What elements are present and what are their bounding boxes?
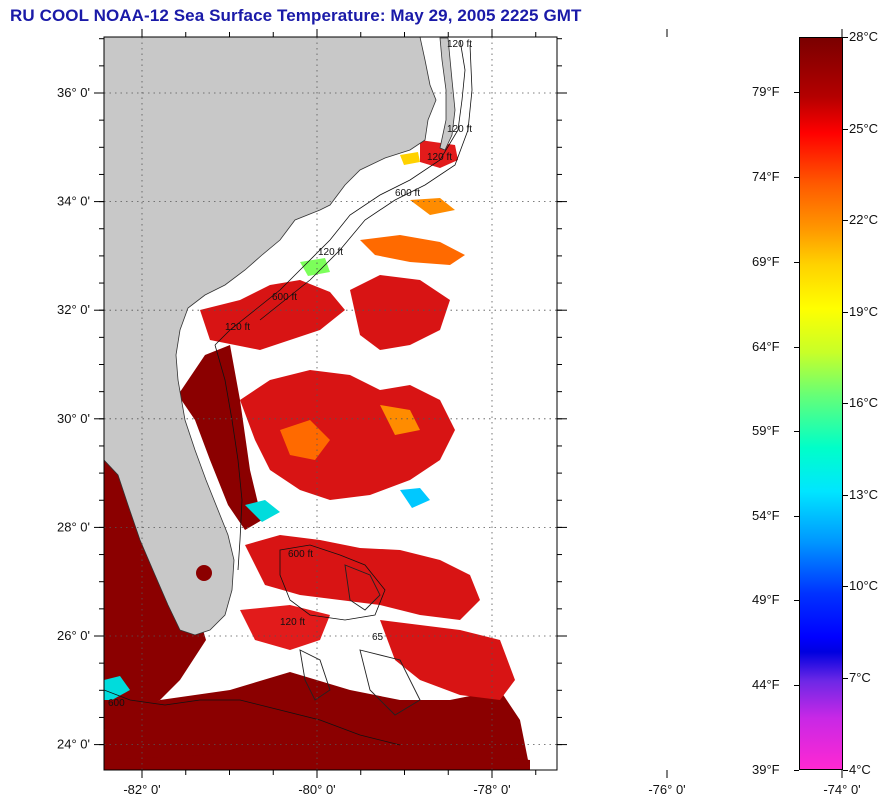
colorbar-celsius-label: 13°C: [849, 487, 879, 502]
contour-label: 120 ft: [427, 152, 452, 163]
land-bahamas-3: [359, 649, 421, 716]
sst-patch-orange-2: [280, 420, 330, 460]
colorbar-fahrenheit-tick: [794, 177, 799, 178]
sst-patch-cool-2: [400, 488, 430, 508]
lat-tick-label: 34° 0': [57, 194, 90, 209]
sst-swath-gulf: [104, 458, 206, 730]
colorbar-celsius-label: 4°C: [849, 762, 871, 777]
sst-patch-offshore-2: [240, 370, 455, 500]
contour-gulf: [104, 689, 401, 746]
colorbar-fahrenheit-tick: [794, 92, 799, 93]
colorbar-celsius-label: 22°C: [849, 212, 879, 227]
colorbar-fahrenheit-tick: [794, 770, 799, 771]
sst-patch-orange-3: [410, 198, 455, 215]
contour-label: 65: [372, 632, 384, 643]
colorbar-fahrenheit-label: 74°F: [752, 169, 780, 184]
land-bahamas-2: [299, 649, 331, 701]
colorbar-celsius-tick: [843, 678, 848, 679]
colorbar-celsius-tick: [843, 586, 848, 587]
lat-tick-label: 32° 0': [57, 302, 90, 317]
contour-label: 120 ft: [280, 617, 305, 628]
sst-patch-small-spot: [196, 565, 212, 581]
temperature-colorbar: [799, 37, 843, 770]
colorbar-fahrenheit-tick: [794, 600, 799, 601]
map-content: [104, 37, 557, 770]
contour-bahamas: [279, 544, 386, 621]
colorbar-celsius-tick: [843, 495, 848, 496]
sst-patch-orange-4: [380, 405, 420, 435]
contour-120ft-north: [214, 39, 466, 346]
sst-patch-offshore-1: [200, 280, 345, 350]
colorbar-fahrenheit-label: 44°F: [752, 677, 780, 692]
figure-title: RU COOL NOAA-12 Sea Surface Temperature:…: [10, 6, 582, 25]
colorbar-celsius-tick: [843, 770, 848, 771]
contour-label: 120 ft: [225, 322, 250, 333]
sst-patch-cool-1: [245, 500, 280, 522]
colorbar-fahrenheit-label: 49°F: [752, 592, 780, 607]
sst-patch-orange-1: [360, 235, 465, 265]
sst-patch-offshore-7: [240, 605, 330, 650]
colorbar-fahrenheit-label: 59°F: [752, 423, 780, 438]
contour-label: 120 ft: [447, 39, 472, 50]
lon-tick-label: -80° 0': [298, 782, 335, 797]
sst-swath-south: [104, 672, 530, 770]
lon-tick-label: -82° 0': [123, 782, 160, 797]
colorbar-fahrenheit-label: 39°F: [752, 762, 780, 777]
sst-patch-offshore-5: [380, 620, 515, 700]
lon-tick-label: -76° 0': [648, 782, 685, 797]
lon-tick-label: -74° 0': [823, 782, 860, 797]
colorbar-celsius-label: 16°C: [849, 395, 879, 410]
colorbar-fahrenheit-tick: [794, 685, 799, 686]
lat-tick-label: 26° 0': [57, 628, 90, 643]
colorbar-celsius-tick: [843, 403, 848, 404]
land-outer-banks: [439, 37, 456, 151]
colorbar-celsius-label: 25°C: [849, 121, 879, 136]
map-grid: [104, 37, 557, 770]
axis-ticks: [94, 29, 843, 778]
sst-patch-cool-4: [104, 676, 130, 700]
colorbar-celsius-label: 7°C: [849, 670, 871, 685]
contour-label: 120 ft: [318, 247, 343, 258]
colorbar-fahrenheit-tick: [794, 347, 799, 348]
colorbar-celsius-label: 10°C: [849, 578, 879, 593]
contour-florida-shelf: [214, 344, 243, 571]
colorbar-fahrenheit-tick: [794, 516, 799, 517]
colorbar-fahrenheit-label: 69°F: [752, 254, 780, 269]
lon-tick-label: -78° 0': [473, 782, 510, 797]
colorbar-celsius-label: 28°C: [849, 29, 879, 44]
lat-tick-label: 28° 0': [57, 519, 90, 534]
colorbar-celsius-tick: [843, 312, 848, 313]
map-frame: [103, 36, 558, 771]
lat-tick-label: 36° 0': [57, 85, 90, 100]
colorbar-celsius-tick: [843, 129, 848, 130]
contour-label: 600 ft: [288, 549, 313, 560]
colorbar-celsius-tick: [843, 37, 848, 38]
colorbar-fahrenheit-tick: [794, 431, 799, 432]
land-bahamas-1: [344, 564, 381, 611]
contour-label-group: 120 ft 120 ft 120 ft 600 ft 120 ft 600 ft 120 …: [108, 39, 472, 709]
colorbar-fahrenheit-label: 79°F: [752, 84, 780, 99]
sst-patch-offshore-3: [350, 275, 450, 350]
sst-swath-florida-coast: [178, 345, 262, 530]
colorbar-celsius-label: 19°C: [849, 304, 879, 319]
contour-label: 120 ft: [447, 124, 472, 135]
land-mass-us-southeast: [104, 37, 437, 636]
sst-patch-offshore-4: [245, 535, 480, 620]
axis-labels: 36° 0' 34° 0' 32° 0' 30° 0' 28° 0' 26° 0' 24° …: [57, 85, 861, 797]
colorbar-celsius-tick: [843, 220, 848, 221]
lat-tick-label: 24° 0': [57, 737, 90, 752]
lat-tick-label: 30° 0': [57, 411, 90, 426]
contour-600ft-north: [259, 44, 473, 321]
contour-label: 600 ft: [395, 188, 420, 199]
colorbar-fahrenheit-tick: [794, 262, 799, 263]
colorbar-fahrenheit-label: 64°F: [752, 339, 780, 354]
sst-patch-cool-5: [400, 152, 420, 165]
contour-label: 600 ft: [272, 292, 297, 303]
colorbar-fahrenheit-label: 54°F: [752, 508, 780, 523]
sst-patch-offshore-6: [420, 140, 458, 168]
contour-label: 600: [108, 698, 125, 709]
